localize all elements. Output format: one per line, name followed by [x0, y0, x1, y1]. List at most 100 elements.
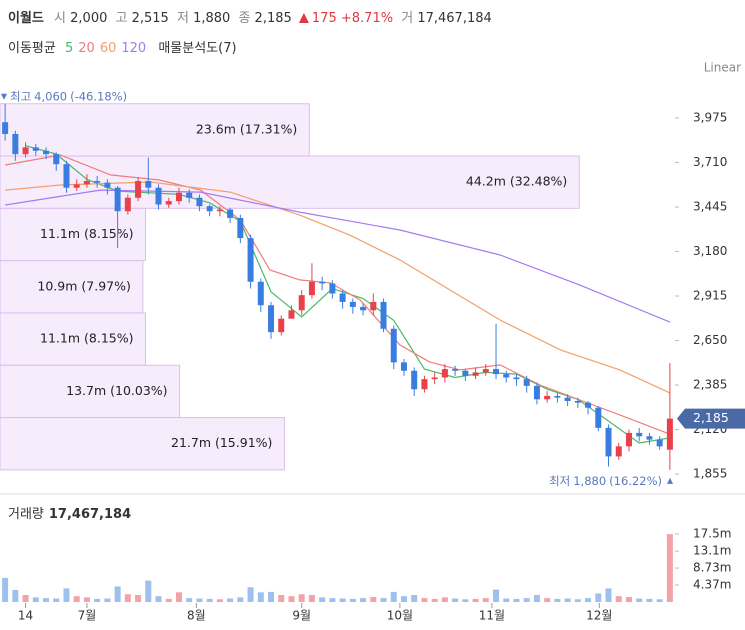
candle-body	[155, 187, 162, 205]
volume-bar	[513, 598, 520, 602]
y-tick-label: 2,385	[693, 378, 727, 392]
volume-bar	[12, 589, 19, 602]
candle-body	[12, 133, 19, 155]
high-marker-text: (-46.18%)	[70, 89, 127, 103]
candle-body	[32, 147, 39, 151]
x-tick-label: 10월	[387, 609, 413, 623]
legend-entry: 60	[100, 41, 117, 56]
volume-bar	[636, 598, 643, 602]
profile-label: 10.9m (7.97%)	[37, 278, 130, 293]
volume-bar	[544, 598, 551, 602]
candle-body	[329, 283, 336, 294]
volume-bar	[656, 599, 663, 602]
volume-bar	[349, 598, 356, 602]
volume-bar	[472, 598, 479, 602]
candle-body	[268, 305, 275, 333]
volume-bar	[421, 598, 428, 602]
volume-bar	[452, 598, 459, 602]
legend: 이동평균 5 20 60 120 매물분석도(7)	[8, 41, 237, 56]
candle-body	[114, 187, 121, 212]
profile-bar	[0, 417, 285, 471]
volume-bar	[83, 597, 90, 602]
volume-bar	[43, 598, 50, 602]
y-tick-label: 3,180	[693, 244, 727, 258]
candle-body	[666, 418, 673, 450]
quote-value: 1,880	[193, 11, 230, 26]
profile-bar	[0, 312, 146, 366]
quote-value: 2,515	[132, 11, 169, 26]
candle-body	[431, 377, 438, 380]
candle-body	[400, 362, 407, 371]
candle-body	[554, 395, 561, 398]
profile-label: 11.1m (8.15%)	[40, 226, 133, 241]
volume-bar	[360, 598, 367, 602]
candle-body	[411, 370, 418, 390]
legend-entry: 20	[78, 41, 95, 56]
low-marker-label: 최저 1,880 (16.22%)	[549, 473, 662, 487]
candle-body	[73, 184, 80, 188]
y-tick-label: 3,710	[693, 155, 727, 169]
volume-bar	[175, 592, 182, 602]
candle-body	[175, 192, 182, 202]
scale-mode: Linear	[704, 61, 741, 75]
low-marker-text: (16.22%)	[609, 473, 662, 487]
volume-total: 17,467,184	[49, 507, 131, 522]
volume-bar	[666, 534, 673, 602]
volume-bar	[278, 595, 285, 602]
profile-label: 11.1m (8.15%)	[40, 331, 133, 346]
volume-bar	[22, 595, 29, 602]
low-marker	[667, 477, 673, 484]
volume-title: 거래량 17,467,184	[8, 507, 131, 522]
change-pct: +8.71%	[341, 11, 393, 26]
candle-body	[216, 209, 223, 212]
candle-body	[544, 395, 551, 400]
candle-body	[135, 180, 142, 198]
quote-value: 2,185	[255, 11, 292, 26]
volume-bar	[227, 598, 234, 602]
candle-body	[441, 369, 448, 378]
candle-body	[636, 432, 643, 437]
legend-entries: 5 20 60 120	[65, 41, 146, 56]
candle-body	[452, 369, 459, 371]
volume-bar	[247, 587, 254, 602]
volume-tick-label: 17.5m	[693, 527, 731, 541]
volume-bar	[400, 596, 407, 602]
volume-tick-label: 8.73m	[693, 561, 731, 575]
high-marker-label: 최고 4,060 (-46.18%)	[10, 89, 127, 103]
volume-bar	[196, 598, 203, 602]
candle-body	[585, 402, 592, 408]
candle-body	[83, 180, 90, 185]
volume-bar	[411, 595, 418, 602]
volume-bar	[104, 598, 111, 602]
volume-bar	[523, 598, 530, 602]
volume-bar	[605, 588, 612, 602]
volume-bar	[32, 597, 39, 602]
candle-body	[421, 379, 428, 390]
volume-bar	[94, 598, 101, 602]
candle-body	[104, 182, 111, 188]
header: 이월드 시 2,000 고 2,515 저 1,880 종 2,185 175 …	[8, 10, 492, 26]
candle-body	[257, 281, 264, 306]
profile-label: 23.6m (17.31%)	[196, 121, 297, 136]
candle-body	[513, 377, 520, 380]
y-tick-label: 2,915	[693, 289, 727, 303]
candle-body	[605, 427, 612, 457]
volume-bar	[145, 580, 152, 602]
profile-bar	[0, 103, 310, 157]
volume-bar	[135, 595, 142, 602]
volume-bar	[482, 598, 489, 602]
candle-body	[482, 369, 489, 373]
legend-entry: 5	[65, 41, 73, 56]
profile-label: 44.2m (32.48%)	[466, 174, 567, 189]
y-tick-label: 3,445	[693, 200, 727, 214]
moving-average	[4, 154, 673, 436]
profile-label: 13.7m (10.03%)	[66, 383, 167, 398]
profile-bar	[0, 364, 181, 419]
volume-bar	[288, 596, 295, 602]
volume-bar	[441, 597, 448, 602]
volume-bar	[339, 598, 346, 602]
x-tick-label: 9월	[292, 609, 311, 623]
candle-body	[380, 301, 387, 329]
candle-body	[145, 180, 152, 188]
